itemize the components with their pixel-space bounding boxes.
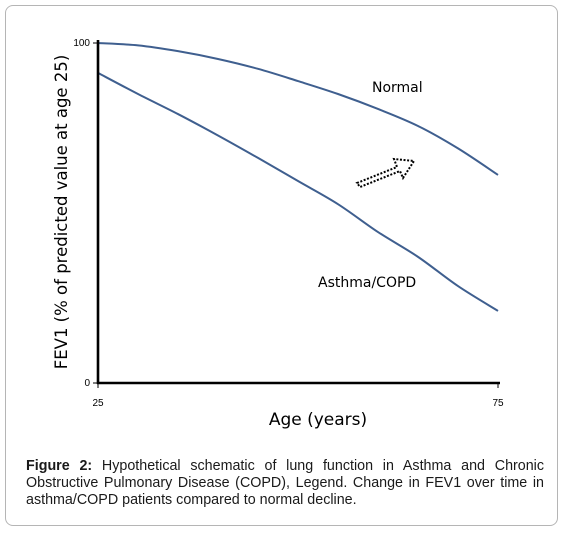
caption-text: Hypothetical schematic of lung function …	[26, 458, 545, 508]
series-label-asthma-copd: Asthma/COPD	[318, 275, 416, 291]
series-label-normal: Normal	[372, 80, 423, 96]
figure-caption: Figure 2: Hypothetical schematic of lung…	[26, 458, 544, 509]
y-tick-label: 100	[73, 38, 90, 49]
chart: 100 0 25 75 Age (years) FEV1 (% of predi…	[52, 38, 504, 430]
x-axis-label: Age (years)	[269, 410, 367, 430]
series-line-asthma-copd	[97, 72, 499, 312]
x-tick-label: 75	[492, 398, 504, 409]
x-tick-label: 25	[92, 398, 104, 409]
dotted-arrow-icon	[355, 157, 416, 189]
series-line-normal	[97, 42, 499, 176]
y-axis-label: FEV1 (% of predicted value at age 25)	[52, 55, 71, 370]
caption-label: Figure 2:	[26, 458, 93, 474]
y-tick-label: 0	[84, 378, 90, 389]
